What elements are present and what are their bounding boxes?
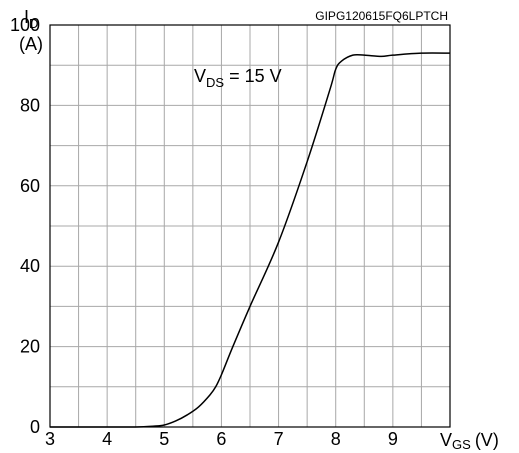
x-tick-label: 9 <box>388 429 398 449</box>
y-tick-label: 80 <box>20 95 40 115</box>
x-tick-label: 6 <box>216 429 226 449</box>
x-tick-labels: 3 4 5 6 7 8 9 <box>45 429 398 449</box>
y-tick-label: 20 <box>20 337 40 357</box>
x-tick-label: 8 <box>331 429 341 449</box>
y-axis-unit: (A) <box>19 34 43 54</box>
x-axis-label: VGS (V) <box>440 430 499 452</box>
x-tick-label: 5 <box>159 429 169 449</box>
grid <box>50 25 450 427</box>
y-tick-label: 100 <box>10 15 40 35</box>
y-tick-labels: 0 20 40 60 80 100 <box>10 15 40 437</box>
x-tick-label: 3 <box>45 429 55 449</box>
x-tick-label: 7 <box>274 429 284 449</box>
vds-annotation: VDS = 15 V <box>194 66 282 90</box>
y-tick-label: 60 <box>20 176 40 196</box>
y-axis-label: ID <box>24 7 38 31</box>
y-tick-label: 0 <box>30 417 40 437</box>
y-tick-label: 40 <box>20 256 40 276</box>
plot-frame <box>49 24 451 428</box>
x-tick-label: 4 <box>102 429 112 449</box>
figure-code: GIPG120615FQ6LPTCH <box>315 9 448 23</box>
series-line-id-vs-vgs <box>50 52 451 428</box>
